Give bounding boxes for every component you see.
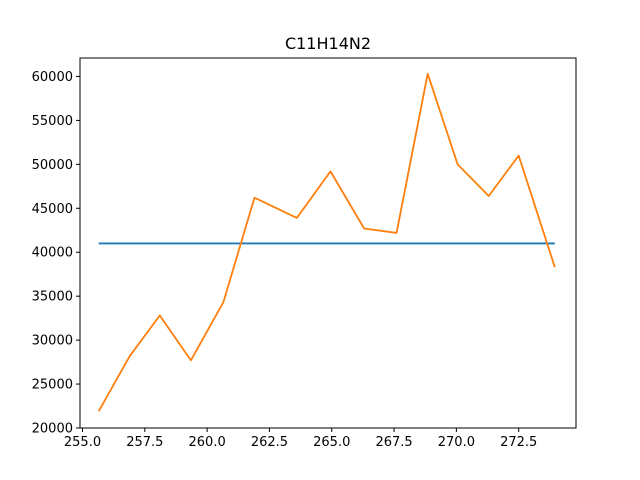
y-tick-label: 60000 [32,70,73,85]
x-tick-label: 260.0 [189,435,226,450]
y-tick-label: 40000 [32,246,73,261]
x-axis: 255.0 257.5 260.0 262.5 265.0 267.5 270.0 272.5 [64,428,537,450]
x-tick-label: 272.5 [500,435,537,450]
y-tick-label: 55000 [32,114,73,129]
series-layer [97,72,556,412]
x-tick-label: 265.0 [313,435,350,450]
y-tick-label: 35000 [32,290,73,305]
y-tick-label: 25000 [32,378,73,393]
chart-title: C11H14N2 [285,34,371,53]
y-tick-label: 50000 [32,158,73,173]
plot-frame [79,57,577,429]
y-axis: 20000 25000 30000 35000 40000 45000 50000 55000… [32,70,80,437]
x-tick-label: 267.5 [375,435,412,450]
x-tick-label: 270.0 [438,435,475,450]
series-line-1 [97,72,556,412]
x-tick-label: 262.5 [251,435,288,450]
x-tick-label: 257.5 [126,435,163,450]
y-tick-label: 20000 [32,422,73,437]
y-tick-label: 45000 [32,202,73,217]
x-tick-label: 255.0 [64,435,101,450]
y-tick-label: 30000 [32,334,73,349]
